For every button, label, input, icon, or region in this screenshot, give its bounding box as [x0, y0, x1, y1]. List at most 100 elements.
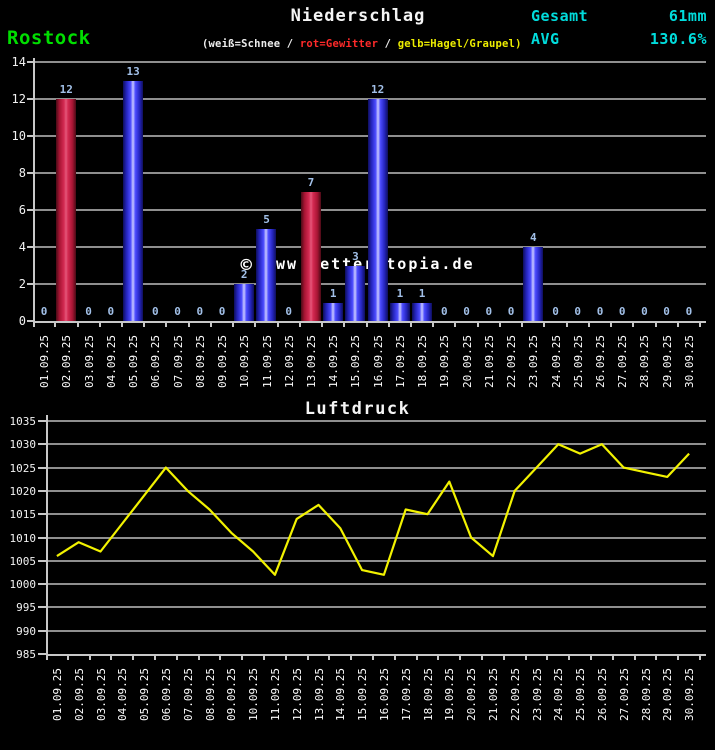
x-axis-label: 15.09.25: [356, 668, 370, 721]
y-axis-label: 6: [18, 203, 26, 217]
x-axis-label: 09.09.25: [225, 668, 239, 721]
x-tick: [219, 654, 222, 660]
copyright-icon: ©: [240, 254, 254, 276]
precip-value-label: 0: [685, 305, 693, 318]
grid-line: [46, 489, 706, 492]
x-axis-label: 18.09.25: [421, 668, 435, 721]
legend-part: (weiß=Schnee: [202, 38, 281, 50]
grid-line: [46, 583, 706, 586]
y-axis-label: 12: [11, 92, 26, 106]
x-axis-label: 12.09.25: [282, 335, 296, 388]
x-tick: [655, 654, 658, 660]
x-tick: [154, 654, 156, 660]
precip-value-label: 0: [507, 305, 515, 318]
precip-value-label: 0: [85, 305, 92, 318]
precip-bar: [122, 80, 144, 321]
x-tick: [175, 654, 178, 660]
x-axis-label: 25.09.25: [574, 668, 588, 721]
y-axis: [33, 58, 35, 327]
precip-value-label: 0: [107, 305, 115, 318]
precip-bar: [323, 302, 344, 321]
precip-bar: [234, 284, 255, 321]
y-axis: [46, 415, 48, 660]
legend-part: /: [280, 38, 300, 50]
x-axis-label: 17.09.25: [399, 668, 413, 721]
x-axis-label: 01.09.25: [38, 335, 52, 388]
precip-value-label: 0: [641, 305, 648, 318]
x-axis-label: 05.09.25: [138, 668, 152, 721]
x-axis-label: 29.09.25: [661, 668, 675, 721]
y-axis-label: 1000: [9, 578, 37, 592]
x-axis-label: 25.09.25: [571, 335, 585, 388]
station-name: Rostock: [7, 27, 91, 49]
avg-label: AVG: [531, 30, 560, 48]
total-label: Gesamt: [531, 7, 589, 25]
precip-bar: [345, 265, 366, 321]
x-tick: [521, 321, 524, 327]
x-axis-label: 04.09.25: [116, 668, 130, 721]
x-axis-label: 03.09.25: [82, 335, 96, 388]
x-axis-label: 28.09.25: [638, 335, 652, 388]
y-axis-label: 0: [18, 314, 26, 328]
y-tick: [38, 629, 46, 632]
y-tick: [38, 653, 46, 655]
x-tick: [350, 654, 353, 660]
precip-value-label: 0: [463, 305, 470, 318]
x-tick: [321, 321, 323, 327]
precip-value-label: 13: [126, 64, 140, 78]
x-tick: [110, 654, 113, 660]
precipitation-legend: (weiß=Schnee / rot=Gewitter / gelb=Hagel…: [202, 38, 522, 50]
legend-part: /: [378, 38, 398, 50]
x-axis-label: 23.09.25: [527, 335, 541, 388]
x-tick: [590, 654, 592, 660]
y-axis-label: 1015: [9, 508, 37, 522]
x-tick: [699, 654, 701, 660]
precip-value-label: 4: [529, 231, 537, 244]
x-axis-label: 12.09.25: [290, 668, 304, 721]
x-tick: [209, 321, 212, 327]
x-axis-label: 06.09.25: [149, 335, 163, 388]
x-axis-label: 24.09.25: [552, 668, 566, 721]
x-tick: [263, 654, 265, 660]
x-tick: [546, 654, 549, 660]
x-tick: [498, 321, 501, 327]
precip-bar: [300, 191, 321, 321]
y-axis-label: 1010: [9, 531, 37, 545]
x-axis-label: 11.09.25: [260, 335, 274, 388]
precip-value-label: 0: [196, 305, 204, 318]
grid-line: [46, 466, 706, 469]
x-axis-label: 08.09.25: [193, 335, 207, 388]
x-axis-label: 19.09.25: [443, 668, 457, 721]
x-tick: [502, 654, 505, 660]
precip-value-label: 0: [485, 305, 493, 318]
x-axis-label: 20.09.25: [460, 335, 474, 388]
precip-value-label: 5: [263, 212, 270, 226]
y-tick: [27, 246, 33, 248]
x-axis-label: 03.09.25: [94, 668, 108, 721]
x-tick: [677, 654, 680, 660]
precip-value-label: 12: [59, 83, 73, 96]
x-tick: [54, 321, 57, 327]
y-tick: [38, 466, 46, 469]
legend-part: rot=Gewitter: [299, 38, 379, 50]
precip-value-label: 1: [418, 286, 426, 300]
y-axis-label: 990: [16, 624, 36, 638]
precip-value-label: 2: [240, 268, 248, 281]
y-axis-label: 2: [18, 277, 26, 291]
x-axis-label: 23.09.25: [530, 668, 544, 721]
x-tick: [132, 654, 135, 660]
x-axis-label: 28.09.25: [639, 668, 653, 721]
x-axis-label: 30.09.25: [682, 335, 696, 388]
x-tick: [432, 321, 435, 327]
y-tick: [38, 489, 46, 492]
precip-value-label: 7: [307, 175, 315, 189]
y-tick: [38, 513, 46, 516]
x-tick: [328, 654, 331, 660]
y-tick: [38, 420, 46, 422]
x-axis-label: 30.09.25: [683, 668, 697, 721]
x-axis-label: 19.09.25: [438, 335, 452, 388]
x-tick: [459, 654, 462, 660]
avg-row: AVG 130.6%: [531, 30, 707, 48]
x-axis-label: 16.09.25: [371, 335, 385, 388]
